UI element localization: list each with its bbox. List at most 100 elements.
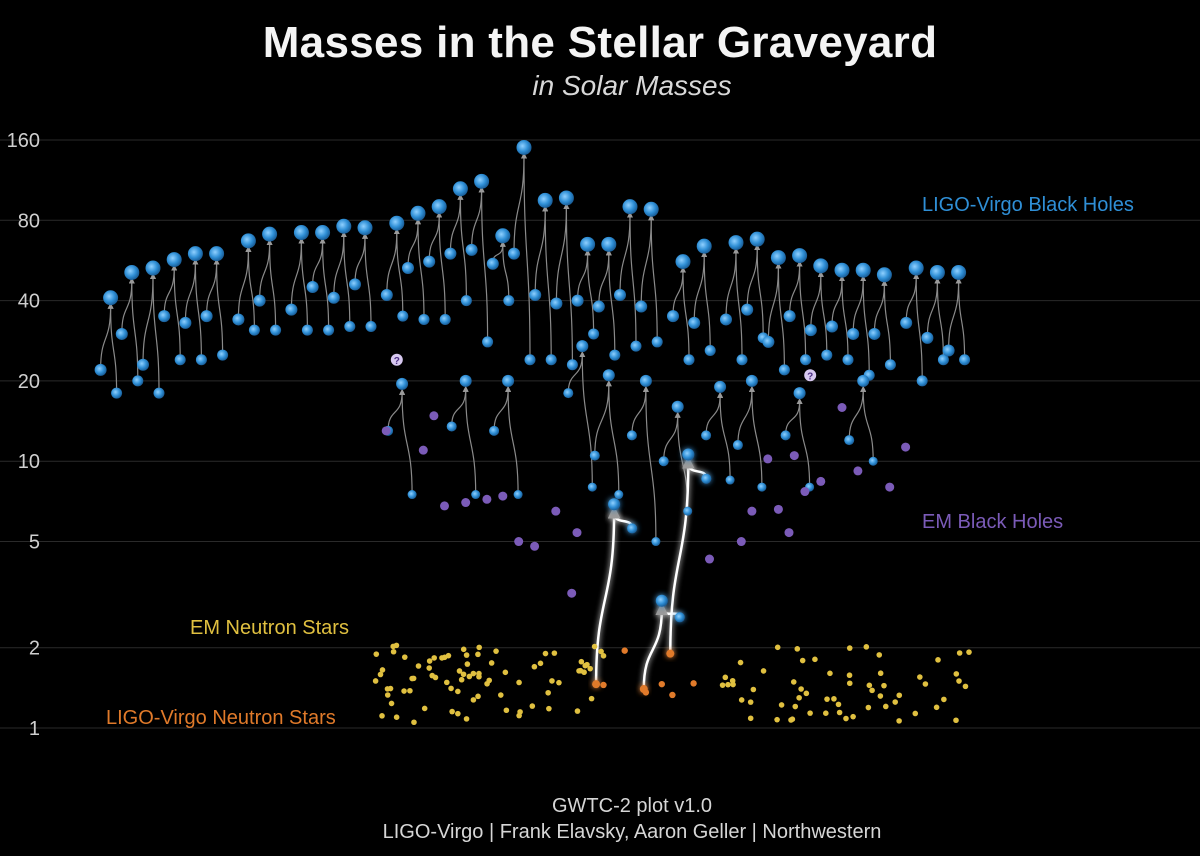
em-neutron-star xyxy=(824,696,830,702)
ligo-bh-remnant xyxy=(410,205,426,221)
merger-arrow xyxy=(213,258,224,356)
em-neutron-star xyxy=(470,697,477,703)
em-black-hole xyxy=(418,445,428,455)
merger-arrow xyxy=(451,385,469,427)
em-neutron-star xyxy=(747,699,754,705)
ligo-bh-remnant xyxy=(103,290,119,306)
merger-arrow xyxy=(150,273,160,394)
ligo-bh-remnant xyxy=(431,199,447,215)
em-black-hole xyxy=(789,451,799,461)
ligo-bh-remnant xyxy=(675,254,691,270)
ligo-bh-component xyxy=(635,300,648,313)
merger-arrow xyxy=(428,211,443,262)
em-neutron-star xyxy=(892,699,899,705)
ligo-bh-component xyxy=(626,430,637,441)
em-neutron-star xyxy=(456,668,463,674)
em-neutron-star xyxy=(729,677,736,684)
ligo-bh-component xyxy=(589,450,600,461)
highlight-arrow xyxy=(669,456,695,654)
em-neutron-star xyxy=(877,670,884,677)
em-neutron-star xyxy=(372,678,379,684)
ligo-bh-component xyxy=(614,288,626,301)
merger-arrow xyxy=(362,232,372,327)
merger-arrow xyxy=(457,193,467,301)
merger-arrow xyxy=(796,260,807,360)
y-tick-label: 10 xyxy=(18,451,40,473)
ligo-bh-remnant xyxy=(336,218,352,234)
em-neutron-star xyxy=(877,693,884,699)
merger-arrow xyxy=(387,388,406,431)
merger-arrow xyxy=(796,398,811,488)
merger-arrow xyxy=(934,277,944,360)
ligo-bh-component xyxy=(503,295,515,307)
merger-arrow xyxy=(163,264,178,317)
ligo-neutron-star xyxy=(621,647,628,654)
em-neutron-star xyxy=(377,671,384,678)
highlight-component xyxy=(701,473,712,484)
em-neutron-star xyxy=(556,679,562,686)
ligo-bh-component xyxy=(111,387,123,399)
merger-arrow xyxy=(881,279,891,365)
em-neutron-star xyxy=(917,674,923,680)
ligo-bh-component xyxy=(365,320,377,332)
em-neutron-star xyxy=(747,715,754,722)
ligo-bh-remnant xyxy=(908,260,924,276)
em-neutron-star xyxy=(503,707,510,714)
ligo-bh-component xyxy=(550,297,563,310)
merger-arrow xyxy=(513,152,527,254)
ligo-bh-remnant xyxy=(696,238,712,254)
ligo-bh-component xyxy=(778,364,790,376)
ligo-bh-component xyxy=(174,354,186,366)
em-neutron-star xyxy=(831,696,837,702)
ligo-bh-remnant xyxy=(770,250,786,266)
merger-arrow xyxy=(407,218,421,269)
em-neutron-star xyxy=(790,679,797,685)
merger-arrow xyxy=(627,211,637,347)
em-neutron-star xyxy=(502,669,509,676)
ligo-bh-remnant xyxy=(262,226,278,242)
em-neutron-star xyxy=(803,690,810,697)
ligo-bh-component xyxy=(513,490,523,500)
ligo-bh-remnant xyxy=(749,231,765,247)
label-ligo-virgo-black-holes: LIGO-Virgo Black Holes xyxy=(922,194,1134,216)
merger-arrow xyxy=(955,277,966,360)
em-neutron-star xyxy=(393,714,400,721)
merger-arrow xyxy=(563,202,573,365)
em-neutron-star xyxy=(516,679,522,686)
merger-arrow xyxy=(462,385,477,495)
merger-arrow xyxy=(663,411,681,462)
merger-arrow xyxy=(399,388,413,495)
merger-arrow xyxy=(905,273,920,323)
em-black-hole xyxy=(773,504,783,514)
footer-credits: LIGO-Virgo | Frank Elavsky, Aaron Geller… xyxy=(382,821,882,843)
ligo-bh-component xyxy=(248,324,260,336)
merger-arrow xyxy=(471,186,485,250)
ligo-bh-component xyxy=(446,421,457,432)
ligo-bh-component xyxy=(327,291,340,304)
ligo-bh-component xyxy=(683,354,695,366)
merger-arrow xyxy=(605,249,616,356)
em-neutron-star xyxy=(463,652,470,658)
merger-arrow xyxy=(333,231,347,298)
em-neutron-star xyxy=(578,658,585,665)
merger-arrow xyxy=(860,385,874,462)
ligo-bh-remnant xyxy=(602,369,615,382)
ligo-bh-remnant xyxy=(643,201,659,217)
ligo-bh-remnant xyxy=(576,340,589,353)
ligo-bh-remnant xyxy=(389,215,405,231)
merger-arrow xyxy=(785,398,803,436)
ligo-bh-remnant xyxy=(951,264,967,280)
merger-arrow xyxy=(266,239,277,331)
em-neutron-star xyxy=(935,657,941,663)
ligo-bh-component xyxy=(153,387,165,399)
label-em-black-holes: EM Black Holes xyxy=(922,511,1063,533)
ligo-bh-component xyxy=(195,354,207,366)
merger-arrow xyxy=(672,266,686,317)
merger-arrow xyxy=(505,385,519,495)
ligo-bh-component xyxy=(115,327,128,340)
ligo-bh-component xyxy=(508,247,520,260)
ligo-bh-component xyxy=(667,310,679,323)
em-neutron-star xyxy=(956,650,963,656)
em-black-hole xyxy=(901,442,911,452)
em-neutron-star xyxy=(876,652,883,658)
